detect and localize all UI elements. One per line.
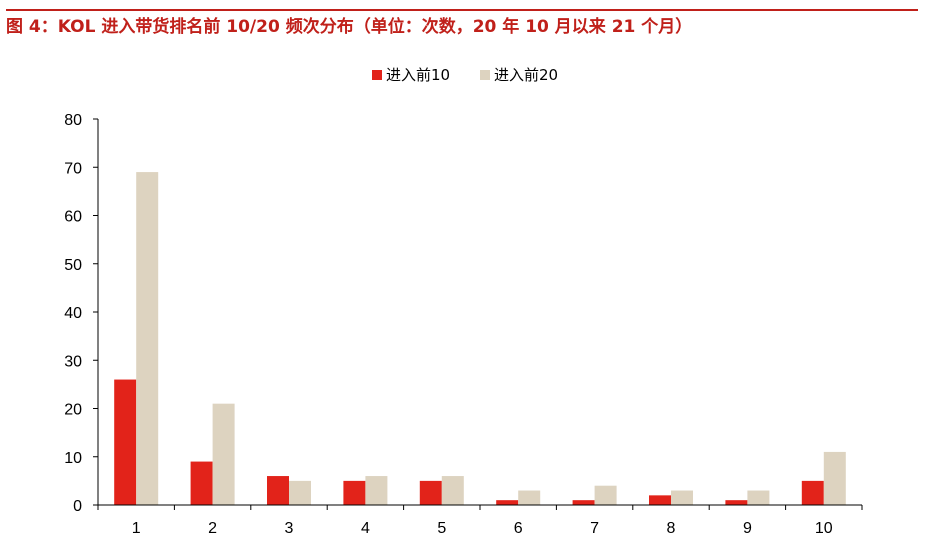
- x-tick-label: 3: [285, 520, 294, 537]
- y-tick-label: 0: [73, 498, 82, 515]
- bar-top10-1: [114, 379, 137, 505]
- bar-top20-1: [136, 172, 159, 505]
- legend-label-top10: 进入前10: [386, 66, 450, 84]
- bar-top10-6: [496, 500, 519, 505]
- bar-top20-2: [212, 403, 235, 505]
- y-tick-label: 10: [64, 450, 82, 467]
- y-tick-label: 40: [64, 305, 82, 322]
- bar-top10-8: [649, 495, 671, 505]
- bar-top20-9: [747, 490, 770, 505]
- bar-top10-7: [572, 500, 595, 505]
- x-tick-label: 8: [667, 520, 676, 537]
- legend-label-top20: 进入前20: [494, 66, 558, 84]
- bar-top20-8: [671, 490, 693, 505]
- y-tick-label: 50: [64, 257, 82, 274]
- bar-top10-2: [190, 461, 213, 505]
- x-tick-label: 6: [514, 520, 523, 537]
- bar-top20-4: [365, 476, 388, 505]
- x-tick-label: 1: [132, 520, 141, 537]
- legend-swatch-top10: [372, 70, 382, 80]
- bar-top10-3: [267, 476, 289, 505]
- bar-top10-5: [419, 480, 442, 505]
- x-tick-label: 9: [743, 520, 752, 537]
- y-tick-label: 70: [64, 160, 82, 177]
- bar-top10-4: [343, 480, 366, 505]
- bar-top10-9: [725, 500, 748, 505]
- bar-top10-10: [801, 480, 824, 505]
- y-tick-label: 80: [64, 112, 82, 129]
- y-tick-label: 60: [64, 209, 82, 226]
- bar-top20-10: [823, 451, 846, 505]
- x-tick-label: 4: [361, 520, 370, 537]
- bar-top20-3: [289, 480, 311, 505]
- bar-top20-5: [441, 476, 464, 505]
- x-tick-label: 7: [590, 520, 599, 537]
- title-top-rule: [6, 9, 918, 11]
- bars: [114, 172, 846, 505]
- legend-swatch-top20: [480, 70, 490, 80]
- x-tick-label: 10: [815, 520, 833, 537]
- axes: 0 10 20 30 40 50 60 70 80 1 2 3 4 5 6 7 8 9 10: [64, 112, 863, 537]
- bar-top20-7: [594, 485, 617, 505]
- x-tick-label: 5: [437, 520, 446, 537]
- bar-top20-6: [518, 490, 541, 505]
- x-tick-label: 2: [208, 520, 217, 537]
- legend: 进入前10 进入前20: [372, 66, 558, 84]
- y-tick-label: 30: [64, 353, 82, 370]
- chart-title: 图 4：KOL 进入带货排名前 10/20 频次分布（单位：次数，20 年 10…: [6, 17, 693, 37]
- y-tick-label: 20: [64, 402, 82, 419]
